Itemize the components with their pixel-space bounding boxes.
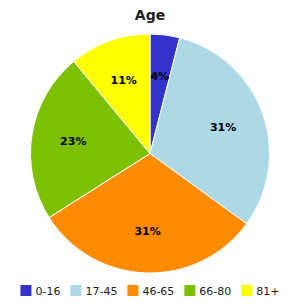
data-label: 11% [111,74,137,87]
chart: Age 0-16 17-45 46-65 66-80 81+ 4% 31% 31% 23% 11% [0,0,300,305]
data-label: 31% [210,121,236,134]
legend-label: 17-45 [85,285,117,298]
legend-label: 66-80 [199,285,231,298]
data-label: 4% [150,70,169,83]
legend-label: 0-16 [35,285,60,298]
legend-label: 46-65 [142,285,174,298]
title: Age [135,7,165,23]
legend-swatch [70,285,81,296]
slice [31,61,150,217]
legend-swatch [184,285,195,296]
legend-swatch [20,285,31,296]
pie [31,34,270,273]
legend-item: 81+ [241,285,279,298]
legend-swatch [241,285,252,296]
legend-item: 17-45 [70,285,117,298]
legend-item: 46-65 [127,285,174,298]
legend-swatch [127,285,138,296]
data-labels: 4% 31% 31% 23% 11% [60,70,236,238]
data-label: 31% [134,225,160,238]
legend-item: 0-16 [20,285,60,298]
legend-item: 66-80 [184,285,231,298]
legend-label: 81+ [256,285,279,298]
data-label: 23% [60,135,86,148]
legend: 0-16 17-45 46-65 66-80 81+ [20,285,279,298]
